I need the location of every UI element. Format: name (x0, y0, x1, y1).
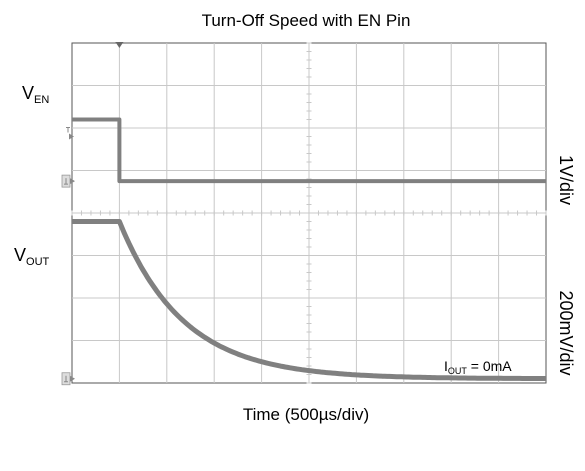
x-axis-label: Time (500µs/div) (243, 405, 369, 424)
vout-scale-label: 200mV/div (556, 290, 576, 375)
chart-title: Turn-Off Speed with EN Pin (202, 11, 411, 30)
ven-label: VEN (22, 83, 49, 106)
ven-scale-label: 1V/div (556, 155, 576, 205)
vout-label: VOUT (14, 245, 50, 268)
